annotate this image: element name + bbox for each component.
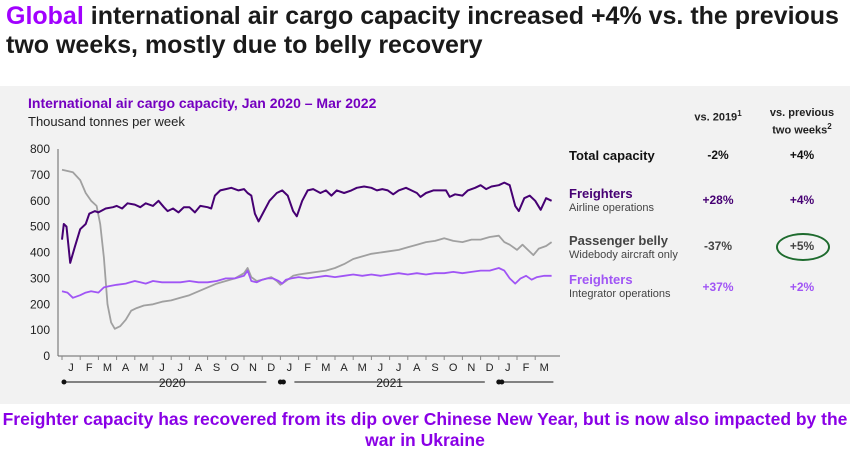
value-airline-vsprev: +4%: [789, 193, 815, 207]
x-tick-label: J: [177, 362, 183, 374]
x-tick-label: M: [139, 362, 148, 374]
value-airline-vs2019: +28%: [702, 193, 734, 207]
x-tick-label: A: [340, 362, 348, 374]
y-tick-label: 300: [30, 271, 50, 285]
y-tick-label: 200: [30, 297, 50, 311]
highlight-circle: [776, 233, 830, 261]
x-tick-label: D: [267, 362, 275, 374]
value-belly-vsprev: +5%: [789, 239, 815, 253]
x-tick-label: S: [213, 362, 220, 374]
value-integrator-vsprev: +2%: [789, 280, 815, 294]
headline: Global international air cargo capacity …: [6, 2, 846, 60]
row-label-freighters-airline: Freighters Airline operations: [569, 186, 654, 214]
row-label-freighters-integrator: Freighters Integrator operations: [569, 272, 671, 300]
x-tick-label: M: [103, 362, 112, 374]
x-tick-label: M: [540, 362, 549, 374]
x-tick-label: J: [396, 362, 402, 374]
x-tick-label: F: [86, 362, 93, 374]
x-tick-label: F: [304, 362, 311, 374]
x-tick-label: M: [358, 362, 367, 374]
value-total-vsprev: +4%: [789, 148, 815, 162]
x-tick-label: J: [505, 362, 511, 374]
year-marker: [61, 379, 67, 385]
value-integrator-vs2019: +37%: [702, 280, 734, 294]
y-tick-label: 700: [30, 168, 50, 182]
x-tick-label: J: [68, 362, 74, 374]
series-line-passenger-belly: [61, 168, 553, 330]
x-tick-label: N: [467, 362, 475, 374]
header-vs-previous: vs. previous two weeks2: [769, 107, 835, 137]
chart-panel: [0, 86, 850, 404]
year-label: 2020: [159, 376, 186, 390]
footer-caption: Freighter capacity has recovered from it…: [2, 409, 848, 450]
year-marker: [280, 379, 286, 385]
y-tick-label: 500: [30, 220, 50, 234]
header-vs-2019: vs. 20191: [694, 109, 742, 124]
x-tick-label: D: [486, 362, 494, 374]
y-tick-label: 0: [43, 349, 50, 363]
headline-highlight: Global: [6, 2, 84, 30]
x-tick-label: O: [231, 362, 240, 374]
value-total-vs2019: -2%: [707, 148, 729, 162]
x-tick-label: S: [431, 362, 438, 374]
chart-ylabel: Thousand tonnes per week: [28, 114, 185, 129]
x-tick-label: A: [413, 362, 421, 374]
x-tick-label: A: [195, 362, 203, 374]
x-tick-label: M: [321, 362, 330, 374]
y-tick-label: 800: [30, 142, 50, 156]
x-tick-label: O: [449, 362, 458, 374]
series-line-freighters-integrator: [61, 267, 552, 299]
x-tick-label: F: [523, 362, 530, 374]
x-tick-label: A: [122, 362, 130, 374]
headline-rest: international air cargo capacity increas…: [6, 2, 839, 59]
x-tick-label: J: [159, 362, 165, 374]
year-marker: [499, 379, 505, 385]
value-belly-vs2019: -37%: [703, 239, 732, 253]
x-tick-label: N: [249, 362, 257, 374]
x-tick-label: J: [378, 362, 384, 374]
row-label-total: Total capacity: [569, 148, 655, 163]
y-tick-label: 600: [30, 194, 50, 208]
row-label-passenger-belly: Passenger belly Widebody aircraft only: [569, 233, 678, 261]
y-tick-label: 400: [30, 246, 50, 260]
chart-title: International air cargo capacity, Jan 20…: [28, 95, 377, 111]
y-tick-label: 100: [30, 323, 50, 337]
series-line-freighters-airline: [61, 181, 553, 264]
year-label: 2021: [376, 376, 403, 390]
x-tick-label: J: [287, 362, 293, 374]
